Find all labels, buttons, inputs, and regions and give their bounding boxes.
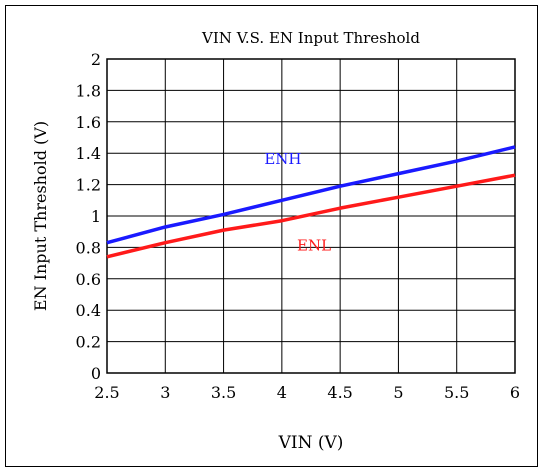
chart-frame: 2.5 3 3.5 4 4.5 5 5.5 6 0 0.2 0.4 0.6 0.8 1 1.2 1.4 1.6 1… [5, 5, 538, 467]
y-tick-label: 1.6 [76, 113, 101, 132]
x-tick-label: 2.5 [94, 383, 119, 402]
x-tick-label: 3.5 [211, 383, 236, 402]
series-line-enh [106, 145, 516, 245]
series-line-enl [106, 173, 516, 259]
y-tick-label: 1.2 [76, 176, 101, 195]
series-label-enh: ENH [264, 150, 301, 168]
x-tick-label: 5 [393, 383, 403, 402]
tick-labels: 2.5 3 3.5 4 4.5 5 5.5 6 0 0.2 0.4 0.6 0.8 1 1.2 1.4 1.6 1… [76, 50, 521, 402]
x-axis-label: VIN (V) [278, 433, 344, 453]
y-tick-label: 0.8 [76, 238, 101, 257]
chart-title: VIN V.S. EN Input Threshold [201, 29, 420, 47]
x-tick-label: 5.5 [444, 383, 469, 402]
series-labels: ENH ENL [264, 150, 331, 254]
y-axis-label: EN Input Threshold (V) [31, 121, 50, 311]
x-tick-label: 6 [510, 383, 520, 402]
x-tick-label: 4 [277, 383, 287, 402]
y-tick-label: 0.4 [76, 301, 101, 320]
series-label-enl: ENL [297, 237, 331, 255]
y-tick-label: 1 [91, 207, 101, 226]
x-tick-label: 3 [160, 383, 170, 402]
y-tick-label: 0 [91, 364, 101, 383]
grid-lines [107, 59, 515, 373]
y-tick-label: 0.2 [76, 333, 101, 352]
y-tick-label: 1.4 [76, 144, 101, 163]
y-tick-label: 0.6 [76, 270, 101, 289]
chart-svg: 2.5 3 3.5 4 4.5 5 5.5 6 0 0.2 0.4 0.6 0.8 1 1.2 1.4 1.6 1… [31, 29, 521, 453]
y-tick-label: 2 [91, 50, 101, 69]
series-layer [106, 145, 516, 259]
y-tick-label: 1.8 [76, 81, 101, 100]
plot-area [106, 58, 516, 374]
x-tick-label: 4.5 [327, 383, 352, 402]
